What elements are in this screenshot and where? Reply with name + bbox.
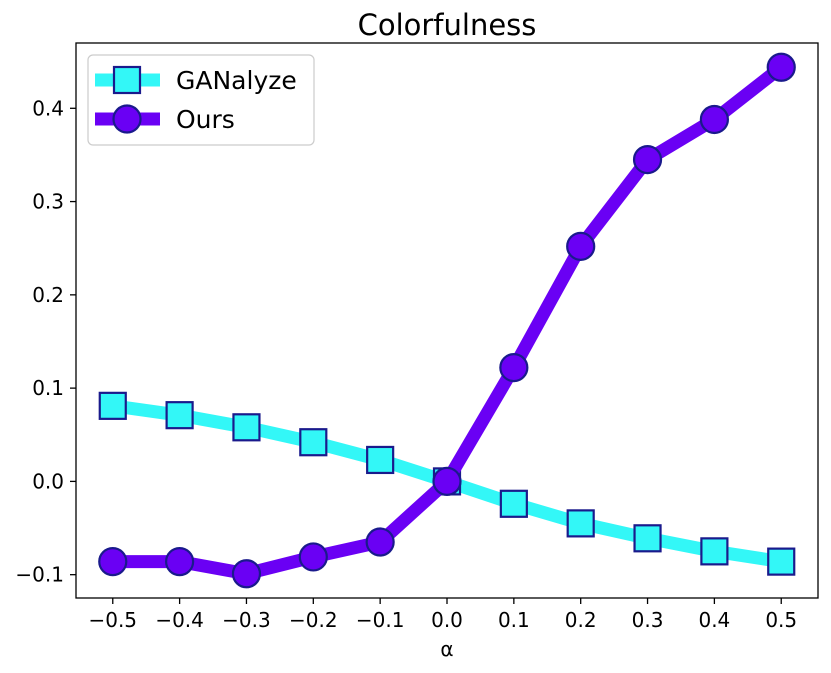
legend-marker bbox=[112, 65, 142, 95]
data-point bbox=[165, 401, 194, 430]
x-tick-label: 0.5 bbox=[765, 608, 797, 632]
x-tick-label: 0.0 bbox=[431, 608, 463, 632]
data-point bbox=[366, 445, 395, 475]
y-tick-label: 0.2 bbox=[32, 283, 64, 307]
legend-label: Ours bbox=[176, 105, 235, 134]
x-tick-label: −0.1 bbox=[356, 608, 405, 632]
legend-label: GANalyze bbox=[176, 66, 297, 95]
data-point bbox=[98, 391, 127, 420]
legend-item: GANalyze bbox=[95, 65, 297, 95]
data-point bbox=[632, 144, 663, 175]
series-layer bbox=[98, 52, 796, 589]
data-point bbox=[499, 489, 528, 518]
x-tick-label: 0.4 bbox=[698, 608, 730, 632]
data-point bbox=[98, 547, 128, 577]
data-point bbox=[566, 231, 596, 261]
y-tick-label: 0.4 bbox=[32, 96, 64, 120]
y-tick-label: 0.0 bbox=[32, 469, 64, 493]
x-tick-label: 0.1 bbox=[498, 608, 530, 632]
x-tick-label: 0.2 bbox=[565, 608, 597, 632]
data-point bbox=[700, 537, 729, 566]
x-tick-label: −0.3 bbox=[222, 608, 271, 632]
data-point bbox=[767, 547, 796, 576]
series-ours bbox=[98, 52, 796, 589]
data-point bbox=[231, 559, 262, 589]
data-point bbox=[365, 527, 395, 557]
x-tick-label: 0.3 bbox=[632, 608, 664, 632]
data-point bbox=[633, 524, 662, 553]
x-axis-label: α bbox=[440, 637, 453, 661]
data-point bbox=[566, 509, 595, 538]
x-tick-label: −0.4 bbox=[155, 608, 204, 632]
y-tick-label: 0.1 bbox=[32, 376, 64, 400]
legend-marker bbox=[112, 104, 142, 134]
x-tick-label: −0.2 bbox=[289, 608, 338, 632]
data-point bbox=[232, 413, 261, 442]
chart-title: Colorfulness bbox=[358, 8, 537, 42]
data-point bbox=[165, 547, 195, 577]
data-point bbox=[299, 428, 328, 457]
legend: GANalyze Ours bbox=[87, 54, 315, 146]
data-point bbox=[298, 542, 328, 572]
legend-item: Ours bbox=[95, 104, 235, 134]
y-tick-label: 0.3 bbox=[32, 190, 64, 214]
x-tick-label: −0.5 bbox=[88, 608, 137, 632]
data-point bbox=[432, 466, 462, 497]
data-point bbox=[699, 104, 729, 135]
data-point bbox=[766, 52, 796, 82]
axes-layer: −0.5 −0.4 −0.3 −0.2 −0.1 0.0 0.1 0.2 0.3 0.4 0.5 −0… bbox=[15, 96, 797, 632]
y-tick-label: −0.1 bbox=[15, 563, 64, 587]
data-point bbox=[499, 353, 529, 383]
